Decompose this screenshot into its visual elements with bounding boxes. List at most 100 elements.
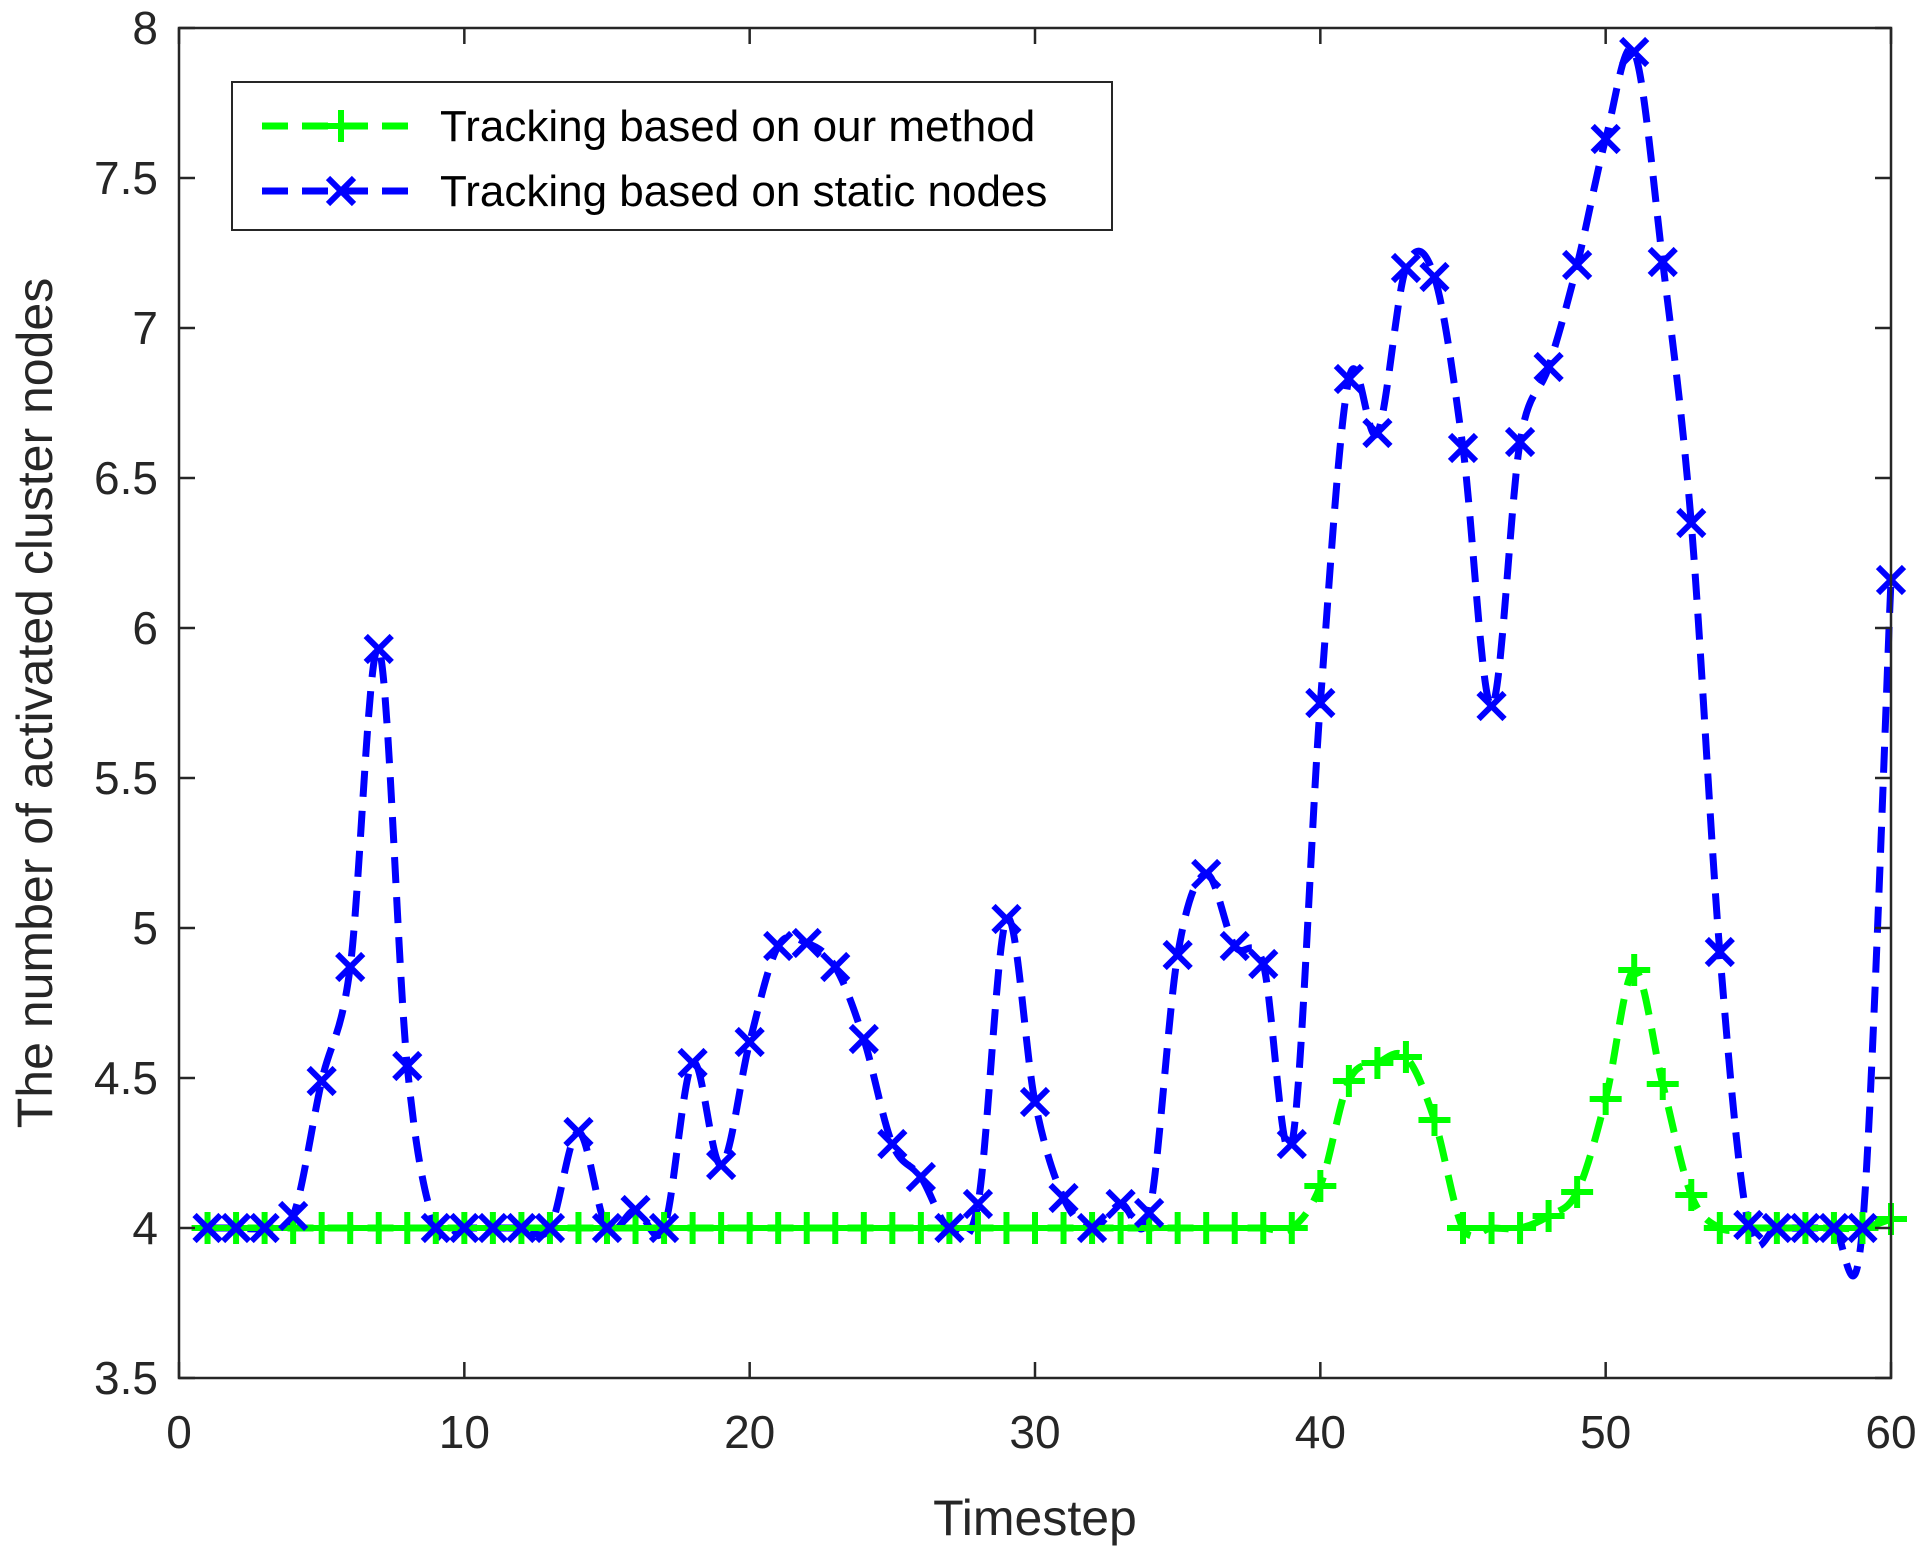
series-1-point-b	[192, 1212, 223, 1244]
x-tick-label: 0	[166, 1406, 192, 1458]
series-1-point-b	[1048, 1182, 1079, 1214]
series-1-point	[306, 1065, 337, 1097]
series-1-point	[905, 1161, 936, 1193]
series-0-point	[876, 1212, 909, 1244]
series-1-point	[820, 951, 851, 983]
series-0-point	[1618, 954, 1651, 986]
series-1-point-b	[1419, 261, 1450, 293]
series-0-point	[1275, 1212, 1308, 1244]
legend: Tracking based on our method Tracking ba…	[231, 81, 1113, 231]
series-1-point	[563, 1116, 594, 1148]
series-1-point	[1818, 1212, 1850, 1244]
series-0-point	[1561, 1176, 1594, 1208]
legend-box	[231, 81, 1113, 231]
series-1-point-b	[791, 927, 822, 959]
series-1-point-b	[563, 1116, 594, 1148]
series-1-point-b	[249, 1212, 280, 1244]
series-1-point	[1590, 123, 1621, 155]
series-0-point	[1504, 1212, 1537, 1244]
series-0-point	[1047, 1212, 1080, 1244]
series-0-point	[1332, 1065, 1365, 1097]
series-1-point	[1447, 432, 1479, 464]
series-1-point	[220, 1212, 252, 1244]
series-0-point	[1389, 1041, 1422, 1073]
series-1-point-b	[905, 1161, 936, 1193]
x-axis-title: Timestep	[933, 1490, 1137, 1546]
series-0-point	[1703, 1212, 1736, 1244]
series-1-point	[763, 930, 794, 962]
series-0-point	[1589, 1083, 1622, 1115]
series-1-point	[1476, 690, 1507, 722]
series-1-point-b	[1105, 1188, 1136, 1220]
x-tick-label: 40	[1295, 1406, 1346, 1458]
series-1-point	[1647, 246, 1678, 278]
legend-marker-1	[325, 175, 357, 207]
series-1-point-b	[1134, 1197, 1165, 1229]
series-1-point	[1191, 858, 1222, 890]
legend-marker-1-b	[325, 175, 357, 207]
x-tick-label: 20	[724, 1406, 775, 1458]
series-1-point	[706, 1149, 737, 1181]
series-1-point	[1048, 1182, 1079, 1214]
series-1-point-b	[1590, 123, 1621, 155]
series-1-point	[1676, 507, 1707, 539]
series-1-point	[648, 1212, 680, 1244]
series-1-point-b	[1447, 432, 1479, 464]
y-tick-label: 8	[132, 2, 158, 54]
legend-samples	[262, 110, 420, 207]
y-tick-label: 4.5	[94, 1052, 158, 1104]
series-1-point-b	[1704, 936, 1735, 968]
series-1-point	[1504, 426, 1536, 458]
series-0-point	[1218, 1212, 1251, 1244]
series-1-point-b	[1362, 417, 1393, 449]
series-0-point	[562, 1212, 595, 1244]
series-1-point-b	[1248, 948, 1279, 980]
series-1-point	[278, 1200, 309, 1232]
series-0-point	[1104, 1212, 1137, 1244]
series-1-point-b	[1162, 939, 1193, 971]
series-0-point	[676, 1212, 709, 1244]
series-1-point	[1076, 1212, 1108, 1244]
series-1-point-b	[1619, 36, 1650, 68]
series-1-point-b	[706, 1149, 737, 1181]
y-tick-label: 6.5	[94, 452, 158, 504]
series-1-point-b	[1733, 1209, 1764, 1241]
x-tick-label: 10	[439, 1406, 490, 1458]
y-tick-label: 6	[132, 602, 158, 654]
series-0-point	[961, 1212, 994, 1244]
series-1-point	[1305, 687, 1336, 719]
series-1-point	[1704, 936, 1735, 968]
series-1-point	[962, 1188, 994, 1220]
series-0-point	[1019, 1212, 1051, 1244]
series-1-point-b	[1390, 252, 1422, 284]
series-0-point	[391, 1212, 424, 1244]
series-1-point-b	[449, 1212, 480, 1244]
series-1-point	[477, 1212, 508, 1244]
series-1-point-b	[534, 1212, 566, 1244]
series-0-point	[362, 1212, 395, 1244]
y-tick-label: 4	[132, 1202, 158, 1254]
series-0-point	[305, 1212, 338, 1244]
series-1-point-b	[591, 1212, 623, 1244]
series-1-point-b	[1818, 1212, 1850, 1244]
series-1-point-b	[506, 1212, 537, 1244]
x-tick-label: 50	[1580, 1406, 1631, 1458]
series-0-point	[1532, 1200, 1565, 1232]
series-1-point-b	[392, 1050, 423, 1082]
series-1-point-b	[734, 1026, 765, 1058]
series-1-point	[1761, 1212, 1792, 1244]
series-1-point	[392, 1050, 423, 1082]
series-1-point	[734, 1026, 765, 1058]
series-1-point-b	[420, 1212, 451, 1244]
series-1-point-b	[1847, 1212, 1878, 1244]
series-0-point	[733, 1212, 766, 1244]
series-1-point	[591, 1212, 623, 1244]
y-tick-label: 3.5	[94, 1352, 158, 1404]
series-1-point	[1790, 1212, 1821, 1244]
series-1-point-b	[848, 1023, 879, 1055]
series-1-point-b	[763, 930, 794, 962]
series-0-point	[762, 1212, 795, 1244]
series-0-point	[1447, 1212, 1479, 1244]
series-1-point	[1019, 1086, 1051, 1118]
